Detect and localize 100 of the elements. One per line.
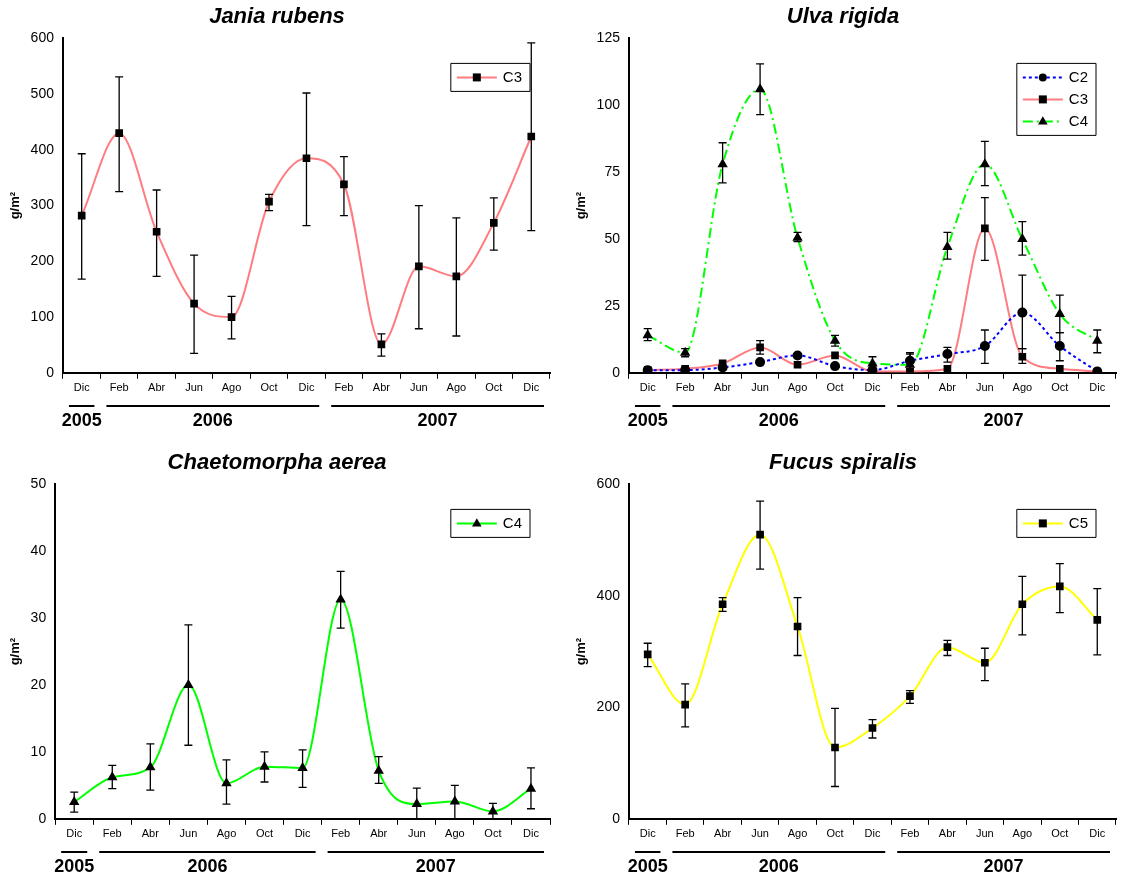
y-tick-label: 25 <box>604 296 621 313</box>
x-tick-label: Feb <box>900 381 920 394</box>
y-tick-label: 400 <box>596 586 621 603</box>
x-tick-label: Oct <box>260 381 278 394</box>
x-tick-label: Abr <box>938 827 957 840</box>
legend-label: C4 <box>502 513 523 531</box>
y-tick-label: 40 <box>30 542 47 559</box>
chart-title: Ulva rigida <box>786 3 900 29</box>
x-tick-label: Dic <box>639 381 657 394</box>
y-tick-label: 600 <box>596 475 621 492</box>
y-tick-label: 50 <box>604 229 621 246</box>
x-tick-label: Ago <box>787 827 808 840</box>
x-tick-label: Abr <box>148 381 166 394</box>
x-tick-label: Dic <box>523 827 540 840</box>
x-tick-label: Ago <box>1012 381 1033 394</box>
x-tick-label: Dic <box>523 381 540 394</box>
x-tick-label: Oct <box>1051 381 1069 394</box>
y-axis-title: g/m² <box>7 191 23 220</box>
x-tick-label: Abr <box>372 381 391 394</box>
y-tick-label: 500 <box>30 84 55 101</box>
x-tick-label: Feb <box>109 381 129 394</box>
x-tick-label: Feb <box>102 827 122 840</box>
x-tick-label: Ago <box>216 827 237 840</box>
y-tick-label: 20 <box>30 675 47 692</box>
x-tick-label: Abr <box>714 827 732 840</box>
chart-title: Jania rubens <box>209 3 345 29</box>
text: 2005 <box>54 855 95 876</box>
text: 2006 <box>192 409 233 430</box>
text: 2006 <box>758 409 799 430</box>
y-tick-label: 100 <box>30 307 55 324</box>
chart-title: Fucus spiralis <box>769 449 917 475</box>
text: 2007 <box>417 409 458 430</box>
y-tick-label: 0 <box>612 809 621 826</box>
x-tick-label: Oct <box>484 827 502 840</box>
x-tick-label: Dic <box>864 381 881 394</box>
x-tick-label: Jun <box>751 827 769 840</box>
x-tick-label: Feb <box>331 827 351 840</box>
x-tick-label: Ago <box>1012 827 1033 840</box>
y-tick-label: 0 <box>612 363 621 380</box>
text: 2005 <box>627 855 668 876</box>
x-tick-label: Jun <box>179 827 198 840</box>
chart-title: Chaetomorpha aerea <box>167 449 387 475</box>
y-tick-label: 0 <box>46 363 55 380</box>
y-tick-label: 125 <box>596 29 621 46</box>
y-tick-label: 300 <box>30 196 55 213</box>
legend-label: C2 <box>1068 67 1089 85</box>
x-tick-label: Feb <box>334 381 354 394</box>
x-tick-label: Oct <box>826 381 844 394</box>
x-tick-label: Ago <box>221 381 242 394</box>
legend-label: C3 <box>1068 89 1089 107</box>
y-tick-label: 600 <box>30 29 55 46</box>
x-tick-label: Jun <box>976 381 994 394</box>
x-tick-label: Dic <box>73 381 91 394</box>
x-tick-label: Abr <box>370 827 388 840</box>
y-tick-label: 200 <box>30 252 55 269</box>
x-tick-label: Feb <box>675 827 695 840</box>
legend-label: C5 <box>1068 513 1089 531</box>
x-tick-label: Oct <box>255 827 274 840</box>
y-axis-title: g/m² <box>573 637 589 666</box>
y-tick-label: 75 <box>604 163 621 180</box>
x-tick-label: Abr <box>141 827 160 840</box>
x-tick-label: Dic <box>298 381 315 394</box>
x-tick-label: Jun <box>407 827 426 840</box>
x-tick-label: Dic <box>639 827 657 840</box>
x-tick-label: Oct <box>1051 827 1069 840</box>
text: 2007 <box>415 855 456 876</box>
x-tick-label: Dic <box>864 827 881 840</box>
x-tick-label: Jun <box>751 381 769 394</box>
y-tick-label: 400 <box>30 140 55 157</box>
text: 2006 <box>758 855 799 876</box>
text: 2007 <box>983 409 1024 430</box>
y-axis-title: g/m² <box>7 637 23 666</box>
y-tick-label: 10 <box>30 742 47 759</box>
legend-label: C3 <box>502 67 523 85</box>
legend-label: C4 <box>1068 111 1089 129</box>
x-tick-label: Jun <box>185 381 203 394</box>
x-tick-label: Ago <box>787 381 808 394</box>
y-tick-label: 50 <box>30 475 47 492</box>
y-tick-label: 100 <box>596 96 621 113</box>
x-tick-label: Dic <box>1089 381 1106 394</box>
x-tick-label: Feb <box>900 827 920 840</box>
text: 2005 <box>61 409 102 430</box>
text: 2006 <box>187 855 228 876</box>
x-tick-label: Jun <box>976 827 994 840</box>
text: 2005 <box>627 409 668 430</box>
y-axis-title: g/m² <box>573 191 589 220</box>
text: 2007 <box>983 855 1024 876</box>
x-tick-label: Feb <box>675 381 695 394</box>
y-tick-label: 200 <box>596 698 621 715</box>
x-tick-label: Oct <box>485 381 503 394</box>
x-tick-label: Dic <box>1089 827 1106 840</box>
x-tick-label: Dic <box>66 827 83 840</box>
x-tick-label: Ago <box>445 827 465 840</box>
x-tick-label: Jun <box>410 381 428 394</box>
x-tick-label: Ago <box>446 381 467 394</box>
y-tick-label: 0 <box>38 809 47 826</box>
x-tick-label: Abr <box>938 381 957 394</box>
x-tick-label: Dic <box>294 827 312 840</box>
x-tick-label: Oct <box>826 827 844 840</box>
x-tick-label: Abr <box>714 381 732 394</box>
